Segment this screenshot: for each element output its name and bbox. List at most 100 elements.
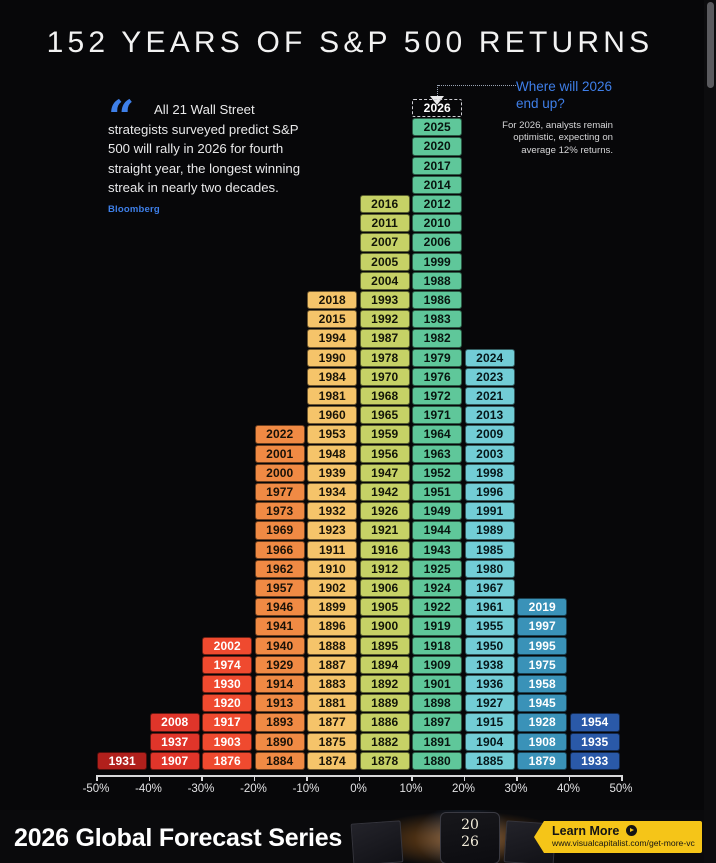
year-cell: 1949: [412, 502, 463, 521]
year-cell: 1907: [149, 751, 200, 770]
page-title: 152 YEARS OF S&P 500 RETURNS: [46, 26, 654, 59]
year-cell: 1921: [359, 521, 410, 540]
annotation-heading: Where will 2026 end up?: [516, 79, 613, 111]
year-cell: 1902: [307, 578, 358, 598]
year-cell: 1903: [202, 732, 253, 751]
year-cell: 1986: [412, 290, 463, 310]
year-cell: 1964: [412, 425, 463, 444]
year-cell: 2021: [464, 386, 515, 406]
year-cell: 2018: [307, 290, 358, 310]
year-cell: 2023: [464, 367, 515, 386]
year-cell: 1999: [412, 252, 463, 271]
year-cell: 1887: [307, 655, 358, 674]
year-cell: 1978: [359, 348, 410, 367]
year-cell: 2011: [359, 214, 410, 233]
footer-title: 2026 Global Forecast Series: [14, 824, 343, 852]
year-cell: 2001: [254, 444, 305, 463]
year-cell: 1886: [359, 713, 410, 732]
page-scrollbar[interactable]: [704, 0, 716, 863]
year-cell: 1939: [307, 463, 358, 482]
year-cell: 1888: [307, 636, 358, 655]
learn-more-button[interactable]: [534, 821, 702, 853]
year-cell: 1948: [307, 444, 358, 463]
year-cell: 2019: [517, 598, 568, 617]
year-cell: 1950: [464, 636, 515, 655]
x-axis-tick-label: -50%: [82, 783, 110, 795]
year-cell: 1931: [97, 751, 148, 770]
year-cell: 1951: [412, 482, 463, 502]
year-cell: 1910: [307, 559, 358, 578]
year-cell: 1959: [359, 425, 410, 444]
year-cell: 1967: [464, 578, 515, 598]
phone-year-bottom: 26: [461, 834, 479, 850]
x-axis-tick-label: 50%: [609, 783, 633, 795]
year-cell: 1940: [254, 636, 305, 655]
year-cell: 1942: [359, 482, 410, 502]
year-cell: 1896: [307, 617, 358, 636]
learn-more-label[interactable]: Learn More: [552, 824, 620, 838]
year-cell: 1924: [412, 578, 463, 598]
year-cell: 1895: [359, 636, 410, 655]
year-cell: 1934: [307, 482, 358, 502]
year-cell: 1965: [359, 406, 410, 425]
year-cell: 1998: [464, 463, 515, 482]
year-cell: 1878: [359, 751, 410, 770]
x-axis-tick-label: 0%: [350, 783, 367, 795]
x-axis-tick: [96, 775, 98, 781]
year-cell: 2009: [464, 425, 515, 444]
year-cell: 1936: [464, 674, 515, 694]
year-cell: 1919: [412, 617, 463, 636]
year-cell: 1923: [307, 521, 358, 540]
year-cell: 1899: [307, 598, 358, 617]
annotation-arrow-icon: [430, 96, 444, 105]
year-cell: 1943: [412, 540, 463, 559]
year-cell: 2025: [412, 118, 463, 137]
year-cell: 2017: [412, 156, 463, 175]
year-cell: 1995: [517, 636, 568, 655]
year-cell: 1926: [359, 502, 410, 521]
phone-year-top: 20: [461, 817, 479, 833]
x-axis-tick-label: 30%: [504, 783, 528, 795]
year-cell: 1997: [517, 617, 568, 636]
year-cell: 1928: [517, 713, 568, 732]
year-cell: 1980: [464, 559, 515, 578]
year-cell: 1970: [359, 367, 410, 386]
year-cell: 1883: [307, 674, 358, 694]
x-axis-tick-label: -40%: [135, 783, 162, 795]
year-cell: 1960: [307, 406, 358, 425]
year-cell: 1962: [254, 559, 305, 578]
year-cell: 1892: [359, 674, 410, 694]
year-cell: 1958: [517, 674, 568, 694]
year-cell: 1981: [307, 386, 358, 406]
year-cell: 1945: [517, 694, 568, 713]
year-cell: 1930: [202, 674, 253, 694]
year-cell: 1977: [254, 482, 305, 502]
year-cell: 1990: [307, 348, 358, 367]
year-cell: 1985: [464, 540, 515, 559]
year-cell: 2020: [412, 137, 463, 156]
year-cell: 1909: [412, 655, 463, 674]
year-cell: 1969: [254, 521, 305, 540]
year-cell: 1991: [464, 502, 515, 521]
year-cell: 1994: [307, 329, 358, 348]
year-cell: 1911: [307, 540, 358, 559]
phone-mockup-image: 20 26: [440, 812, 500, 863]
page-scrollbar-thumb[interactable]: [707, 2, 714, 88]
year-cell: 1889: [359, 694, 410, 713]
year-cell: 1898: [412, 694, 463, 713]
year-cell: 1983: [412, 310, 463, 329]
year-cell: 2002: [202, 636, 253, 655]
x-axis-tick: [358, 775, 361, 781]
year-cell: 1881: [307, 694, 358, 713]
year-cell: 1984: [307, 367, 358, 386]
year-cell: 1920: [202, 694, 253, 713]
year-cell: 1973: [254, 502, 305, 521]
year-cell: 1971: [412, 406, 463, 425]
learn-more-url[interactable]: www.visualcapitalist.com/get-more-vc: [552, 838, 695, 848]
year-cell: 1968: [359, 386, 410, 406]
annotation-dotted-drop: [437, 85, 439, 98]
year-cell: 1893: [254, 713, 305, 732]
annotation-body: For 2026, analysts remain optimistic, ex…: [502, 120, 613, 156]
year-cell: 1918: [412, 636, 463, 655]
